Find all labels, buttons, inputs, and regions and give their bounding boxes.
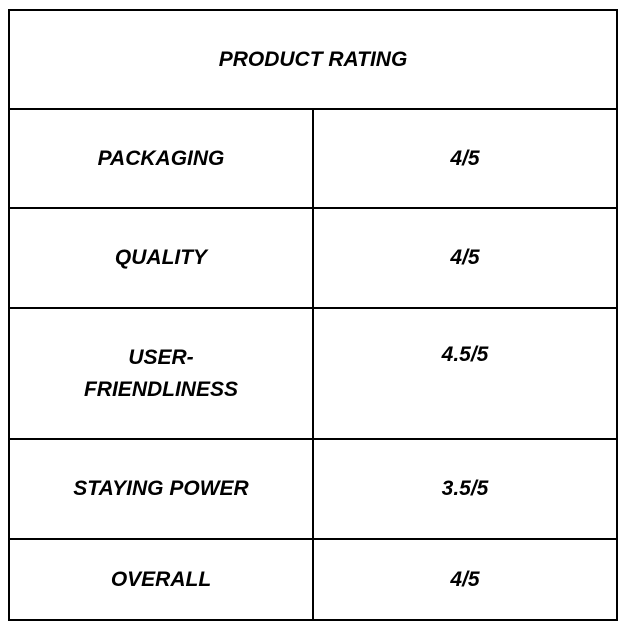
criterion: STAYING POWER <box>8 438 314 540</box>
rating-table: PRODUCT RATING PACKAGING 4/5 QUALITY 4/5… <box>8 9 618 621</box>
row: PACKAGING 4/5 <box>8 108 618 209</box>
row: STAYING POWER 3.5/5 <box>8 438 618 540</box>
criterion: QUALITY <box>8 207 314 309</box>
criterion-cell: USER-FRIENDLINESS <box>8 307 314 440</box>
rating: 4.5/5 <box>312 307 618 440</box>
title-row: PRODUCT RATING <box>8 9 618 110</box>
criterion: OVERALL <box>8 538 314 621</box>
criterion: USER-FRIENDLINESS <box>83 345 238 401</box>
row: QUALITY 4/5 <box>8 207 618 309</box>
row: USER-FRIENDLINESS 4.5/5 <box>8 307 618 440</box>
rating: 3.5/5 <box>312 438 618 540</box>
criterion: PACKAGING <box>8 108 314 209</box>
rating: 4/5 <box>312 538 618 621</box>
table-title: PRODUCT RATING <box>8 9 618 110</box>
rating: 4/5 <box>312 108 618 209</box>
rating: 4/5 <box>312 207 618 309</box>
row: OVERALL 4/5 <box>8 538 618 621</box>
